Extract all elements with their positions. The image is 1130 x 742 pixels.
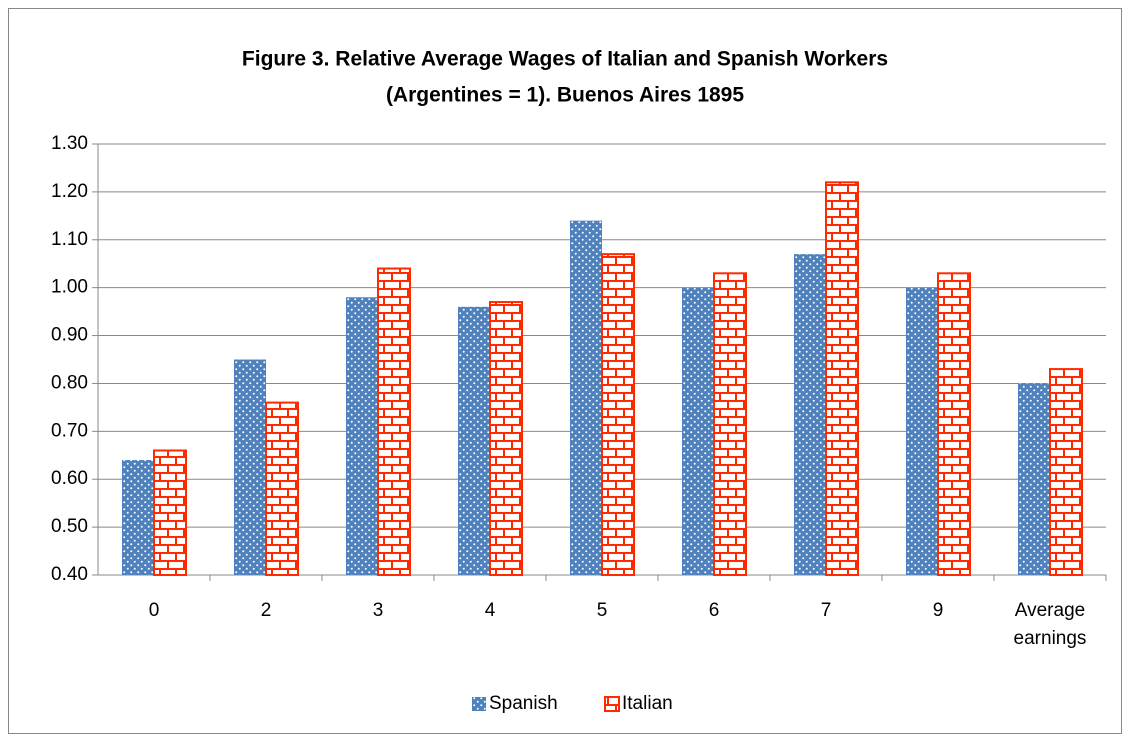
bar bbox=[1018, 383, 1050, 575]
x-tick-label: 0 bbox=[149, 600, 160, 621]
x-tick-label: 2 bbox=[261, 600, 272, 621]
bar bbox=[713, 272, 747, 576]
bar bbox=[458, 306, 490, 575]
chart-title: (Argentines = 1). Buenos Aires 1895 bbox=[386, 84, 744, 107]
x-tick-label: 4 bbox=[485, 600, 496, 621]
y-tick-label: 1.10 bbox=[51, 229, 88, 250]
y-tick-label: 0.40 bbox=[51, 564, 88, 585]
y-tick-label: 0.70 bbox=[51, 420, 88, 441]
bar bbox=[234, 359, 266, 575]
y-tick-label: 1.30 bbox=[51, 133, 88, 154]
bar bbox=[794, 254, 826, 575]
bar bbox=[682, 287, 714, 575]
x-tick-label: 7 bbox=[821, 600, 832, 621]
bar bbox=[906, 287, 938, 575]
bar bbox=[153, 449, 187, 576]
legend-label: Spanish bbox=[489, 693, 558, 714]
bar bbox=[346, 297, 378, 575]
bar bbox=[570, 220, 602, 575]
x-tick-label: Average earnings bbox=[1014, 600, 1087, 649]
bar bbox=[122, 460, 154, 575]
bar bbox=[489, 301, 523, 576]
x-tick-label: 6 bbox=[709, 600, 720, 621]
bar bbox=[601, 253, 635, 576]
legend-label: Italian bbox=[622, 693, 673, 714]
x-tick-label: 3 bbox=[373, 600, 384, 621]
bar bbox=[937, 272, 971, 576]
y-tick-label: 0.90 bbox=[51, 325, 88, 346]
legend-swatch bbox=[604, 696, 620, 712]
y-tick-label: 0.80 bbox=[51, 372, 88, 393]
x-tick-label: 9 bbox=[933, 600, 944, 621]
x-tick-label: 5 bbox=[597, 600, 608, 621]
y-tick-label: 1.20 bbox=[51, 181, 88, 202]
y-tick-label: 0.60 bbox=[51, 468, 88, 489]
bar bbox=[1049, 368, 1083, 577]
bar bbox=[265, 401, 299, 576]
bar bbox=[377, 267, 411, 576]
bar bbox=[825, 181, 859, 577]
legend-swatch bbox=[472, 697, 486, 711]
y-tick-label: 0.50 bbox=[51, 516, 88, 537]
chart-title: Figure 3. Relative Average Wages of Ital… bbox=[242, 48, 888, 71]
y-tick-label: 1.00 bbox=[51, 277, 88, 298]
